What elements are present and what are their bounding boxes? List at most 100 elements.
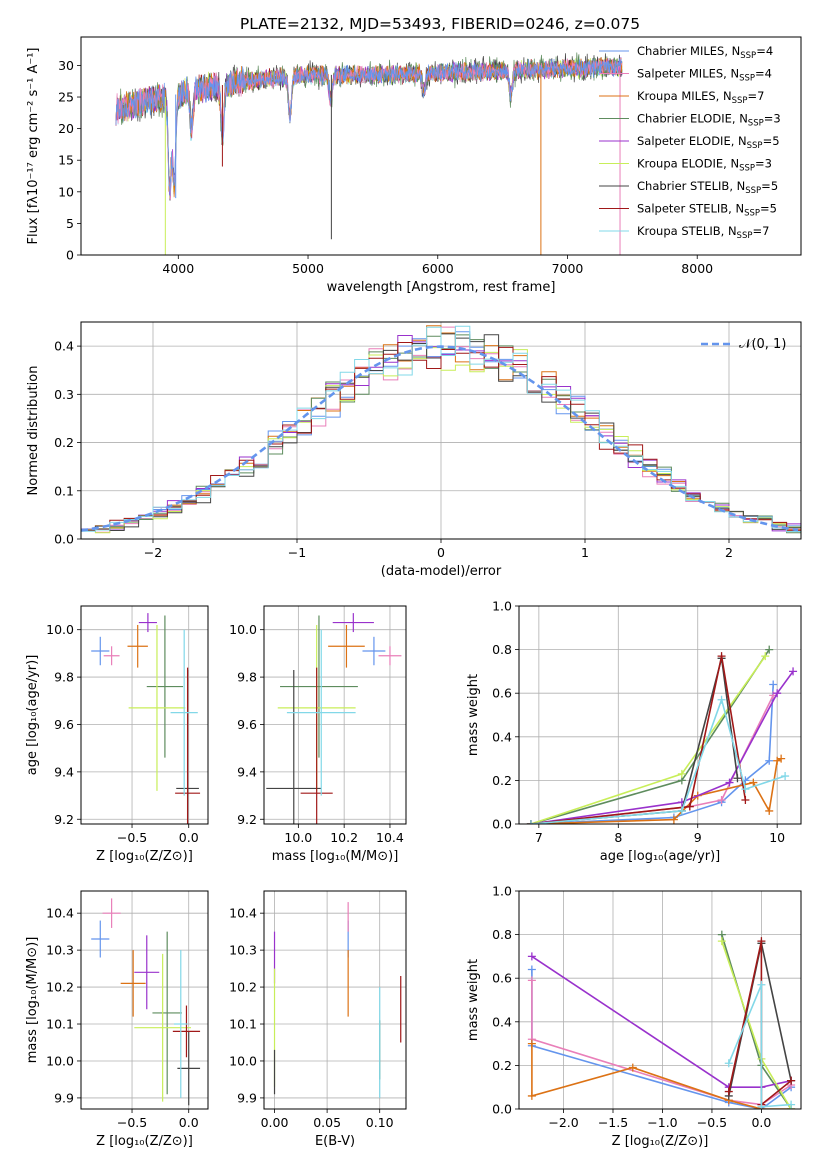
y-tick-label: 10.0 bbox=[46, 622, 74, 637]
y-tick-label: 9.9 bbox=[237, 1090, 257, 1105]
y-tick-label: 0 bbox=[66, 248, 74, 263]
legend-nssp-eq: = bbox=[755, 157, 765, 171]
legend-nssp-sub: SSP bbox=[737, 231, 753, 241]
legend-nssp-prefix: N bbox=[738, 134, 747, 148]
weight-marker bbox=[765, 756, 774, 765]
weight-marker bbox=[717, 695, 726, 704]
legend-name: Chabrier ELODIE, bbox=[637, 112, 739, 126]
legend-nssp-value: 7 bbox=[757, 89, 764, 103]
weight-marker bbox=[527, 965, 536, 974]
weight-marker bbox=[773, 689, 782, 698]
weight-line-5 bbox=[530, 655, 766, 824]
x-tick-label: −2 bbox=[144, 545, 162, 560]
weight-marker bbox=[527, 952, 536, 961]
y-tick-label: 10 bbox=[58, 184, 74, 199]
legend-nssp-sub: SSP bbox=[744, 209, 760, 219]
x-tick-label: 10 bbox=[769, 830, 785, 845]
legend-nssp-prefix: N bbox=[739, 112, 748, 126]
legend-nssp-eq: = bbox=[747, 89, 757, 103]
legend-nssp-sub: SSP bbox=[748, 119, 764, 129]
errorbar-point-8 bbox=[173, 950, 188, 1098]
errorbar-point-0 bbox=[91, 636, 110, 666]
legend-nssp-prefix: N bbox=[730, 157, 739, 171]
y-tick-label: 0.3 bbox=[54, 387, 74, 402]
weight-marker bbox=[685, 802, 694, 811]
legend-nssp-value: 5 bbox=[772, 134, 779, 148]
y-tick-label: 0.4 bbox=[54, 339, 74, 354]
legend-label: 𝒩(0, 1) bbox=[739, 337, 786, 352]
weight-marker bbox=[677, 806, 686, 815]
y-tick-label: 0.2 bbox=[54, 435, 74, 450]
weight-marker bbox=[749, 778, 758, 787]
x-tick-label: 10.2 bbox=[330, 830, 358, 845]
weight-line-2 bbox=[531, 1043, 792, 1109]
x-tick-label: 0 bbox=[437, 545, 445, 560]
panel-mass_vs_Z: −0.5 0.0 9.9 10.0 10.1 10.2 10.3 10.4 Z [log₁₀(Z… bbox=[25, 890, 209, 1149]
weight-marker bbox=[769, 680, 778, 689]
weight-marker bbox=[724, 1087, 733, 1096]
y-tick-label: 0.4 bbox=[492, 729, 512, 744]
y-tick-label: 0.1 bbox=[54, 483, 74, 498]
axes-frame bbox=[80, 36, 802, 256]
x-tick-label: 10.4 bbox=[376, 830, 404, 845]
y-tick-label: 9.4 bbox=[54, 764, 74, 779]
errorbar-point-4 bbox=[138, 613, 157, 633]
legend-nssp-value: 7 bbox=[762, 224, 769, 238]
legend: 𝒩(0, 1) bbox=[701, 337, 786, 352]
y-tick-label: 9.6 bbox=[54, 717, 74, 732]
y-tick-label: 0.8 bbox=[492, 642, 512, 657]
legend-nssp-prefix: N bbox=[723, 89, 732, 103]
y-axis-label: mass weight bbox=[466, 959, 481, 1041]
legend-label: Chabrier ELODIE, NSSP=3 bbox=[637, 112, 781, 129]
weight-marker bbox=[527, 976, 536, 985]
x-tick-label: 0.0 bbox=[179, 830, 199, 845]
plot-area-age_vs_mass bbox=[264, 606, 406, 824]
x-axis-label: age [log₁₀(age/yr)] bbox=[600, 849, 721, 864]
panel-mass_vs_EBV: 0.00 0.05 0.10 9.9 10.0 10.1 10.2 10.3 10.4 E(B-V… bbox=[229, 890, 407, 1149]
y-tick-label: 10.4 bbox=[229, 906, 257, 921]
figure-title: PLATE=2132, MJD=53493, FIBERID=0246, z=0… bbox=[240, 15, 640, 33]
weight-marker bbox=[677, 769, 686, 778]
y-tick-label: 0.6 bbox=[492, 971, 512, 986]
errorbar-point-3 bbox=[146, 615, 184, 758]
legend-nssp-value: 5 bbox=[771, 179, 778, 193]
weight-marker bbox=[717, 652, 726, 661]
weight-line-0 bbox=[530, 684, 774, 824]
x-axis-label: Z [log₁₀(Z/Z⊙)] bbox=[96, 1134, 193, 1149]
x-tick-label: 1 bbox=[581, 545, 589, 560]
panel-spectrum: 4000 5000 6000 7000 8000 0 5 10 15 20 25 30 waveleng… bbox=[26, 36, 802, 295]
x-tick-label: 0.05 bbox=[313, 1115, 341, 1130]
x-tick-label: 7 bbox=[535, 830, 543, 845]
errorbar-point-3 bbox=[152, 931, 182, 1095]
x-tick-label: 0.0 bbox=[179, 1115, 199, 1130]
y-tick-label: 10.3 bbox=[46, 943, 74, 958]
legend-nssp-value: 3 bbox=[773, 112, 780, 126]
x-tick-label: 4000 bbox=[162, 261, 194, 276]
legend-nssp-value: 5 bbox=[770, 202, 777, 216]
legend-nssp-eq: = bbox=[763, 134, 773, 148]
y-tick-label: 0.2 bbox=[492, 773, 512, 788]
weight-marker bbox=[717, 796, 726, 805]
weight-marker bbox=[777, 754, 786, 763]
x-tick-label: 0.10 bbox=[366, 1115, 394, 1130]
y-tick-label: 9.8 bbox=[237, 670, 257, 685]
y-tick-label: 10.2 bbox=[229, 980, 257, 995]
legend-nssp-eq: = bbox=[756, 44, 766, 58]
errorbar-point-2 bbox=[328, 624, 365, 668]
errorbar-point-5 bbox=[134, 953, 191, 1102]
residual-histogram-8 bbox=[81, 325, 801, 532]
legend-label: Kroupa ELODIE, NSSP=3 bbox=[637, 157, 772, 174]
y-tick-label: 10.0 bbox=[229, 1053, 257, 1068]
y-tick-label: 10.0 bbox=[229, 622, 257, 637]
weight-marker bbox=[526, 820, 535, 824]
x-axis-label: Z [log₁₀(Z/Z⊙)] bbox=[96, 849, 193, 864]
y-tick-label: 10.0 bbox=[46, 1053, 74, 1068]
weight-marker bbox=[733, 774, 742, 783]
y-tick-label: 10.3 bbox=[229, 943, 257, 958]
legend-label: Kroupa MILES, NSSP=7 bbox=[637, 89, 764, 106]
plot-area-mass_weight_vs_age bbox=[519, 606, 801, 824]
weight-marker bbox=[757, 980, 766, 989]
y-tick-label: 10.4 bbox=[46, 906, 74, 921]
